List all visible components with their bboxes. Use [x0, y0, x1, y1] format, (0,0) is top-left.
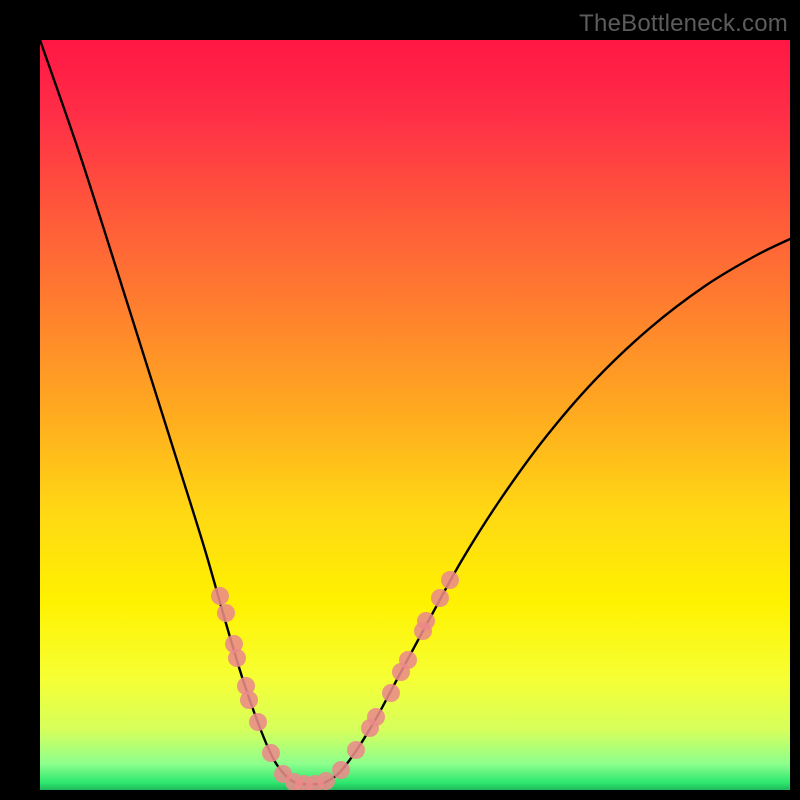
bottleneck-chart-svg	[40, 40, 790, 790]
data-dot	[382, 684, 400, 702]
data-dot	[431, 589, 449, 607]
data-dot	[240, 691, 258, 709]
data-dot	[347, 741, 365, 759]
data-dot	[367, 708, 385, 726]
plot-area	[40, 40, 790, 790]
data-dot	[217, 604, 235, 622]
data-dot	[262, 744, 280, 762]
attribution-label: TheBottleneck.com	[579, 10, 788, 38]
data-dot	[228, 649, 246, 667]
data-dot	[417, 612, 435, 630]
data-dot	[211, 587, 229, 605]
data-dot	[332, 761, 350, 779]
chart-container: TheBottleneck.com	[0, 0, 800, 800]
data-dot	[317, 772, 335, 790]
data-dot	[399, 651, 417, 669]
chart-background	[40, 40, 790, 790]
data-dot	[441, 571, 459, 589]
data-dot	[249, 713, 267, 731]
